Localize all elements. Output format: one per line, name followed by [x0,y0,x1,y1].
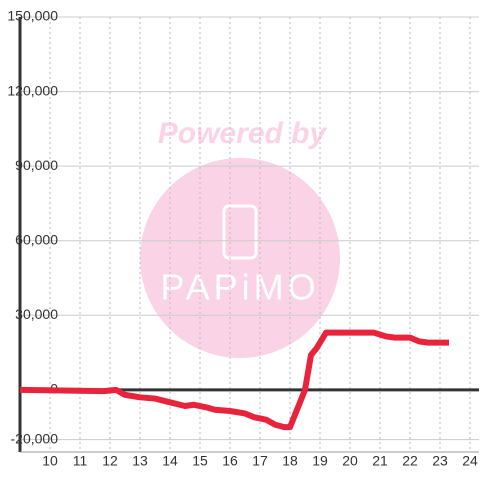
x-tick-label: 20 [342,453,358,469]
x-tick-label: 23 [432,453,448,469]
phone-icon [222,204,258,260]
y-tick-label: -20,000 [11,430,59,446]
x-tick-label: 19 [312,453,328,469]
x-tick-label: 15 [192,453,208,469]
x-tick-label: 17 [252,453,268,469]
x-tick-label: 11 [73,453,88,469]
line [19,329,449,431]
x-tick-label: 16 [222,453,238,469]
x-tick-label: 24 [462,453,478,469]
y-tick-label: 30,000 [15,306,58,322]
y-tick-label: 150,000 [7,8,58,24]
y-tick-label: 90,000 [15,157,58,173]
y-tick-label: 60,000 [15,231,58,247]
x-tick-label: 12 [102,453,118,469]
x-tick-label: 10 [42,453,58,469]
x-tick-label: 14 [162,453,178,469]
y-tick-label: 120,000 [7,82,58,98]
watermark-logo: PAPiMO [160,267,319,308]
x-tick-label: 13 [132,453,148,469]
x-tick-label: 22 [402,453,418,469]
x-tick-label: 18 [282,453,298,469]
watermark-text: Powered by [158,117,328,150]
x-tick-label: 21 [372,453,388,469]
